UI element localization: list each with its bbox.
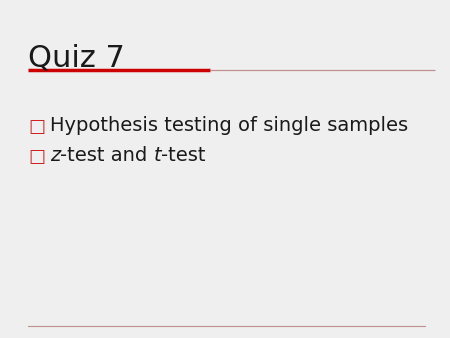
Text: □: □: [28, 118, 45, 136]
Text: z: z: [50, 146, 60, 165]
Text: -test and: -test and: [60, 146, 154, 165]
Text: -test: -test: [162, 146, 206, 165]
Text: □: □: [28, 148, 45, 166]
Text: Quiz 7: Quiz 7: [28, 43, 125, 72]
Text: Hypothesis testing of single samples: Hypothesis testing of single samples: [50, 116, 408, 135]
Text: t: t: [154, 146, 162, 165]
